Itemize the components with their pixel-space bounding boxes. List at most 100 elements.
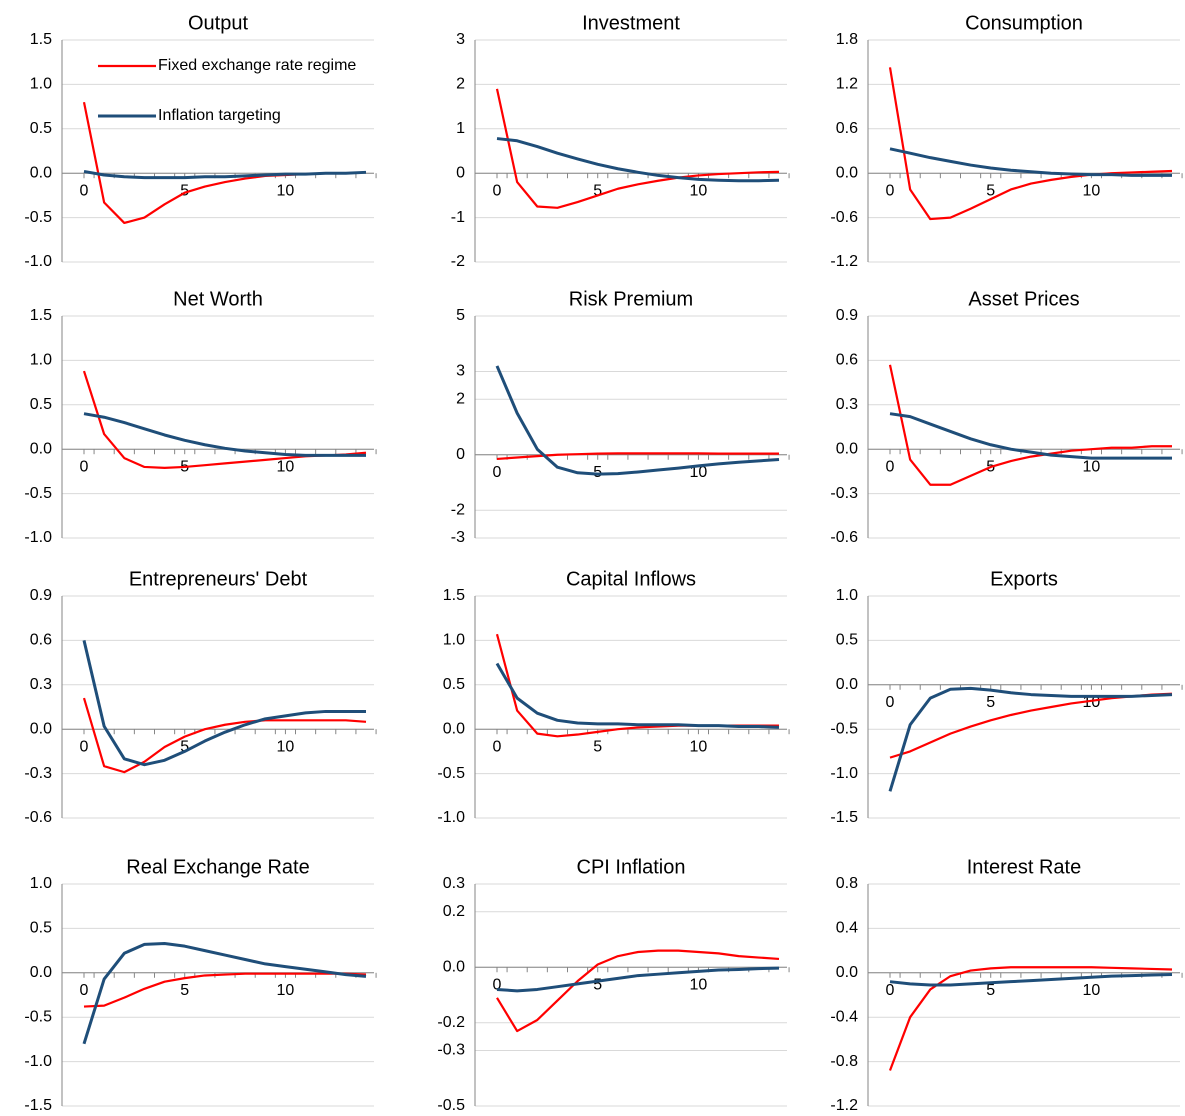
series-line (83, 169, 367, 180)
chart-title: Exports (990, 568, 1058, 590)
x-tick-label: 10 (277, 182, 295, 199)
chart-title: Asset Prices (968, 288, 1079, 310)
y-tick-label: 1.5 (443, 587, 465, 604)
x-tick-label: 10 (1083, 458, 1101, 475)
y-tick-label: 1.0 (443, 632, 465, 649)
x-tick-label: 5 (986, 182, 995, 199)
chart-title: Interest Rate (967, 856, 1082, 878)
y-tick-label: -2 (451, 253, 465, 270)
series-line (83, 412, 366, 457)
y-tick-label: 1.0 (30, 76, 52, 93)
chart-title: Output (188, 12, 248, 34)
x-tick-label: 5 (986, 694, 995, 711)
y-tick-label: -0.8 (830, 1053, 858, 1070)
series-line (496, 966, 780, 993)
y-tick-label: -0.3 (24, 765, 52, 782)
x-tick-label: 10 (690, 738, 708, 755)
y-tick-label: 1 (456, 120, 465, 137)
chart-title: CPI Inflation (577, 856, 686, 878)
y-tick-label: -0.3 (437, 1042, 465, 1059)
y-tick-label: -1.5 (24, 1097, 52, 1114)
series-line (82, 370, 367, 469)
y-tick-label: 0.0 (443, 720, 465, 737)
chart-title: Entrepreneurs' Debt (129, 568, 308, 590)
y-tick-label: -0.2 (437, 1014, 465, 1031)
y-tick-label: -0.5 (830, 720, 858, 737)
y-tick-label: 0.6 (836, 120, 858, 137)
y-tick-label: -1.5 (830, 809, 858, 826)
y-tick-label: 0.0 (30, 164, 52, 181)
y-tick-label: 1.0 (30, 352, 52, 369)
series-line (496, 452, 779, 461)
y-tick-label: 2 (456, 76, 465, 93)
y-tick-label: 0.9 (30, 587, 52, 604)
y-tick-label: 0.5 (30, 920, 52, 937)
x-tick-label: 0 (886, 182, 895, 199)
x-tick-label: 5 (593, 464, 602, 481)
y-tick-label: 0.8 (836, 875, 858, 892)
y-tick-label: 0.0 (30, 720, 52, 737)
y-tick-label: 0.6 (30, 632, 52, 649)
x-tick-label: 0 (886, 982, 895, 999)
y-tick-label: 3 (456, 363, 465, 380)
legend-label: Fixed exchange rate regime (158, 57, 356, 74)
x-tick-label: 5 (593, 738, 602, 755)
y-tick-label: -0.4 (830, 1008, 858, 1025)
series-line (82, 941, 367, 1045)
y-tick-label: -0.5 (437, 1097, 465, 1114)
chart-title: Net Worth (173, 288, 263, 310)
x-tick-label: 5 (180, 738, 189, 755)
y-tick-label: 0.0 (30, 964, 52, 981)
y-tick-label: 0.3 (836, 396, 858, 413)
x-tick-label: 10 (277, 738, 295, 755)
y-tick-label: 0.5 (30, 120, 52, 137)
series-line (83, 972, 367, 1008)
x-tick-label: 0 (80, 182, 89, 199)
x-tick-label: 0 (493, 182, 502, 199)
x-tick-label: 5 (180, 182, 189, 199)
y-tick-label: 2 (456, 390, 465, 407)
y-tick-label: 0 (456, 446, 465, 463)
chart-title: Consumption (965, 12, 1083, 34)
y-tick-label: 0.4 (836, 920, 858, 937)
series-line (888, 67, 1173, 221)
y-tick-label: -1.0 (830, 765, 858, 782)
y-tick-label: 0.0 (836, 164, 858, 181)
x-tick-label: 0 (80, 982, 89, 999)
y-tick-label: 0.3 (30, 676, 52, 693)
chart-title: Real Exchange Rate (126, 856, 309, 878)
y-tick-label: -1.0 (24, 253, 52, 270)
y-tick-label: -1 (451, 209, 465, 226)
series-line (496, 949, 780, 1033)
x-tick-label: 10 (1083, 182, 1101, 199)
y-tick-label: -0.6 (830, 209, 858, 226)
x-tick-label: 10 (1083, 694, 1101, 711)
y-tick-label: 0.0 (836, 964, 858, 981)
series-line (889, 412, 1172, 460)
series-line (495, 88, 780, 209)
y-tick-label: -1.0 (24, 1053, 52, 1070)
y-tick-label: 0.5 (443, 676, 465, 693)
series-line (889, 147, 1172, 177)
y-tick-label: 1.0 (836, 587, 858, 604)
series-line (82, 640, 366, 767)
y-tick-label: 0.5 (836, 632, 858, 649)
x-tick-label: 10 (277, 982, 295, 999)
y-tick-label: -0.3 (830, 485, 858, 502)
series-line (496, 137, 780, 183)
x-tick-label: 0 (886, 458, 895, 475)
x-tick-label: 5 (593, 182, 602, 199)
y-tick-label: 0.0 (836, 440, 858, 457)
series-line (888, 966, 1173, 1071)
series-line (495, 662, 780, 729)
y-tick-label: 0.0 (443, 958, 465, 975)
y-tick-label: 3 (456, 31, 465, 48)
chart-title: Capital Inflows (566, 568, 696, 590)
y-tick-label: 1.5 (30, 307, 52, 324)
y-tick-label: -3 (451, 529, 465, 546)
x-tick-label: 0 (80, 738, 89, 755)
y-tick-label: -1.0 (24, 529, 52, 546)
x-tick-label: 10 (690, 182, 708, 199)
x-tick-label: 10 (277, 458, 295, 475)
